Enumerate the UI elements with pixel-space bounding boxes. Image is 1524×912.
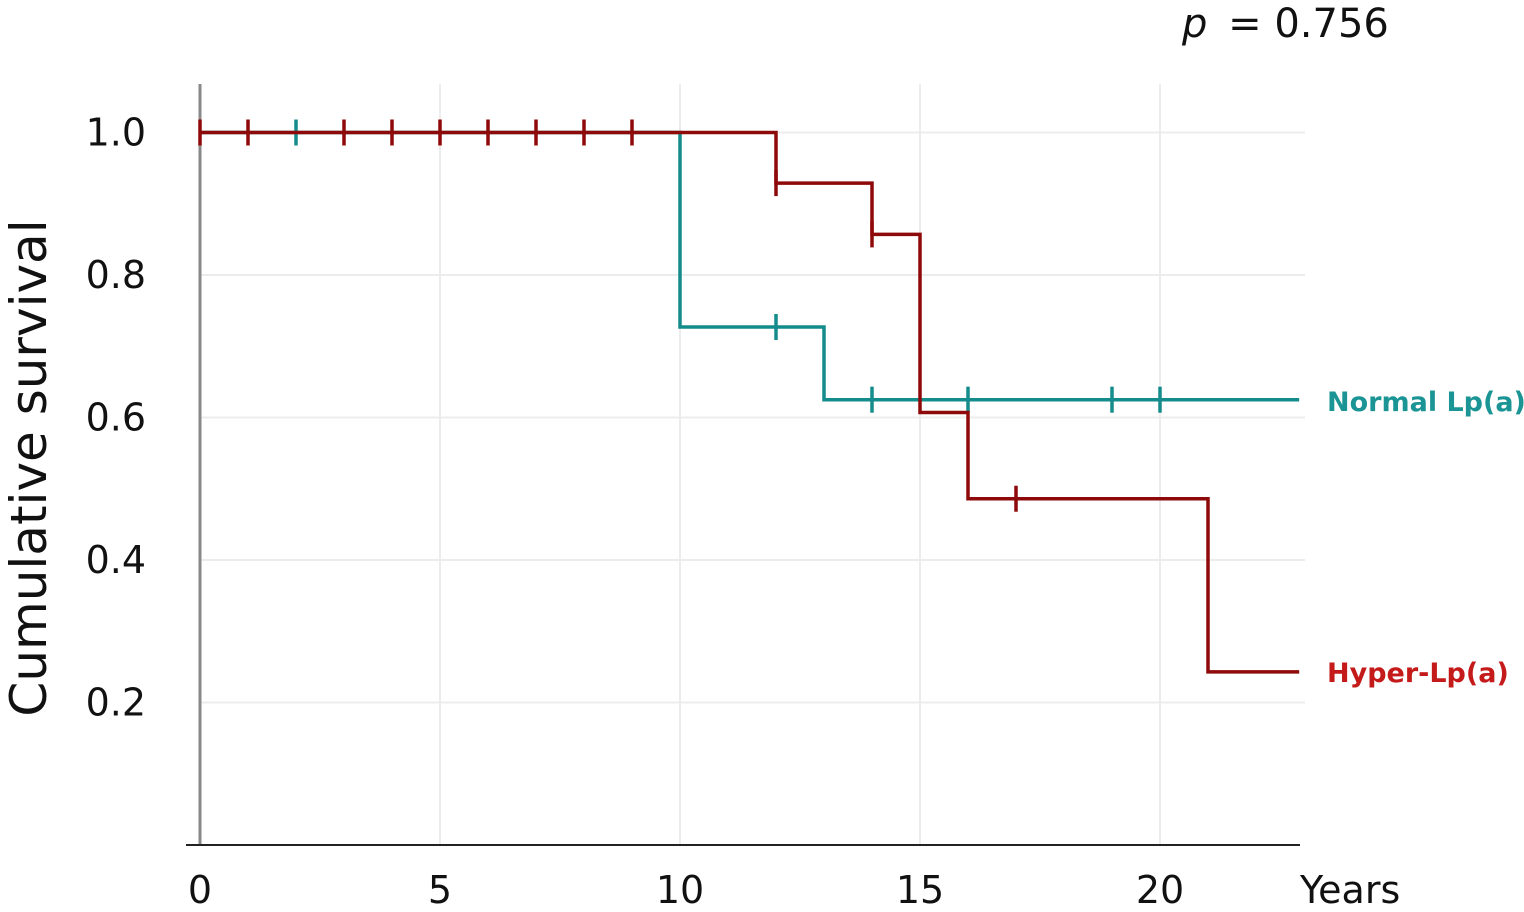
series-normal [200,119,1300,413]
series-label-hyper: Hyper-Lp(a) [1327,658,1509,689]
survival-curve [200,130,1300,674]
x-tick-label: 15 [896,868,944,912]
series-label-normal: Normal Lp(a) [1327,387,1524,418]
y-tick-labels: 1.0 0.8 0.6 0.4 0.2 [86,111,146,725]
x-tick-label: 5 [428,868,452,912]
p-label: p [1181,1,1207,47]
x-tick-labels: 0 5 10 15 20 [188,868,1184,912]
grid [200,84,1305,845]
survival-curve [200,130,1300,402]
y-tick-label: 0.4 [86,538,146,582]
y-tick-label: 1.0 [86,111,146,155]
y-axis-label: Cumulative survival [0,219,58,716]
p-value-annotation: p = 0.756 [1181,1,1389,47]
x-tick-label: 20 [1136,868,1184,912]
x-axis-label: Years [1299,868,1400,912]
x-tick-label: 0 [188,868,212,912]
series-group [198,119,1300,674]
series-hyper [198,119,1300,674]
y-tick-label: 0.8 [86,253,146,297]
p-value: = 0.756 [1228,1,1389,47]
y-tick-label: 0.6 [86,396,146,440]
y-tick-label: 0.2 [86,681,146,725]
x-tick-label: 10 [656,868,704,912]
